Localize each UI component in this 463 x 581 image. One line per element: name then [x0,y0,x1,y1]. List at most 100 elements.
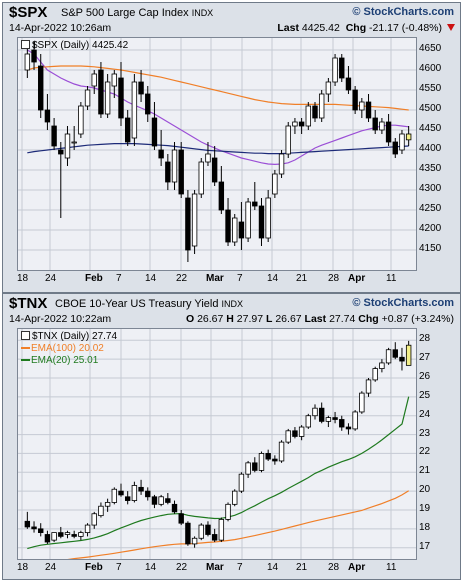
candle-body [298,426,305,437]
candle-body [399,133,405,151]
candle-body [245,462,251,475]
x-tick-label: 28 [328,273,340,284]
x-tick-label: 24 [45,562,57,573]
candle-body [272,458,278,462]
candle-body [31,49,37,63]
candle-body [91,513,97,526]
candle-body [265,197,271,239]
stockcharts-logo: © StockCharts.com [352,6,454,18]
candle-body [278,153,285,175]
candle-body [51,125,57,147]
candle-body [332,57,338,83]
candle-body [359,392,365,413]
spx-header: $SPX S&P 500 Large Cap Index INDX © Stoc… [3,3,460,37]
candle-body [265,453,271,460]
candle-body [64,532,71,535]
y-tick-label: 4550 [419,83,442,94]
y-tick-label: 4200 [419,223,442,234]
candle-body [178,513,184,524]
x-tick-label: 14 [145,562,157,573]
candle-body [131,485,138,501]
x-tick-label: 22 [176,562,188,573]
candle-body [365,379,372,394]
ma-line-1 [27,396,410,550]
candle-body [24,53,31,71]
candle-body [38,528,44,534]
candle-body [191,537,198,545]
x-tick-label: Feb [85,562,103,573]
candle-body [292,121,298,127]
candle-body [292,430,298,437]
tnx-legend: $TNX (Daily) 27.74 EMA(100) 20.02 EMA(20… [21,330,117,367]
candle-body [318,407,325,422]
x-tick-label: Mar [206,562,224,573]
candle-body [138,486,144,492]
candle-body [198,161,204,195]
candle-body [145,490,151,498]
x-tick-label: 24 [45,273,57,284]
candle-body [151,117,158,147]
candle-body [111,73,118,87]
candle-body [238,221,245,239]
spx-symbol: $SPX [9,4,48,21]
candle-body [211,534,218,541]
y-tick-label: 4350 [419,163,442,174]
candle-body [339,419,345,428]
x-tick-label: 28 [328,562,340,573]
y-tick-label: 22 [419,446,431,458]
tnx-symbol: $TNX [9,295,48,312]
y-tick-label: 28 [419,333,431,345]
x-tick-label: Feb [85,273,103,284]
ema100-legend: EMA(100) 20.02 [21,343,117,355]
candle-body [352,89,358,111]
spx-name: S&P 500 Large Cap Index INDX [61,7,214,19]
candle-body [71,141,77,144]
candle-body [252,201,258,207]
ma-line-2 [27,142,409,155]
candle-body [151,496,158,505]
candle-body [365,101,372,119]
candle-body [225,503,231,520]
candle-body [205,524,211,535]
tnx-candles-svg [18,329,416,559]
x-tick-label: 18 [17,273,29,284]
y-tick-label: 4150 [419,243,442,254]
y-tick-label: 26 [419,371,431,383]
candle-legend-icon [21,331,30,340]
candle-body [345,77,352,91]
candle-body [205,153,211,163]
candle-body [325,81,332,95]
candle-body [285,125,291,155]
candle-body [44,109,51,123]
candle-body [385,349,392,364]
candle-body [379,362,385,369]
candle-body [165,498,171,503]
candle-body [305,105,312,127]
y-tick-label: 4250 [419,203,442,214]
tnx-date: 14-Apr-2022 10:22am [9,313,112,325]
candle-body [325,417,332,422]
candle-body [58,149,64,155]
ma-line-0 [26,49,409,166]
candle-legend-icon [21,40,30,49]
spx-date: 14-Apr-2022 10:26am [9,22,112,34]
x-tick-label: 18 [17,562,29,573]
candle-body [78,105,84,135]
ma-line-1 [27,65,409,111]
candle-body [211,157,218,183]
candle-body [318,93,325,119]
candle-body [312,105,318,119]
y-tick-label: 25 [419,389,431,401]
spx-chart-panel: $SPX S&P 500 Large Cap Index INDX © Stoc… [2,2,461,293]
candle-body [98,505,104,517]
y-tick-label: 19 [419,502,431,514]
tnx-quote: O 26.67 H 27.97 L 26.67 Last 27.74 Chg +… [185,313,454,325]
x-tick-label: 14 [267,273,279,284]
candle-body [218,181,225,211]
candle-body [332,417,338,420]
x-tick-label: 14 [145,273,157,284]
candle-body [138,81,144,95]
candle-body [118,490,124,496]
candle-body [225,209,231,243]
y-tick-label: 21 [419,465,431,477]
